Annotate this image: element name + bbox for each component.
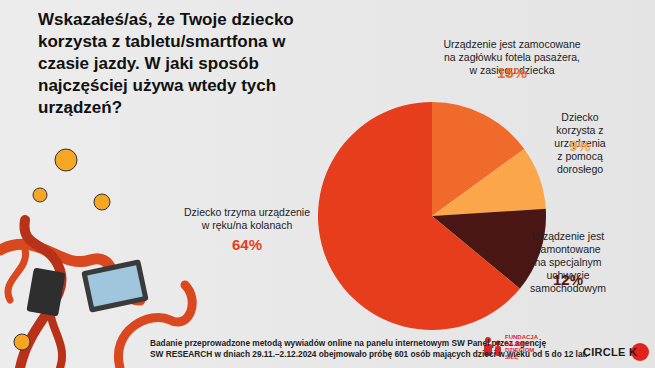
title: Wskazałeś/aś, że Twoje dziecko korzysta … [38, 9, 294, 119]
emoji [33, 188, 47, 202]
decoration [0, 149, 192, 368]
emoji [55, 149, 77, 171]
pie-slice [432, 149, 546, 216]
tentacle [8, 250, 26, 300]
data-label: 15% [497, 64, 527, 81]
data-label: 9% [569, 137, 591, 154]
emoji [94, 194, 110, 210]
logo-text: CIRCLE K [583, 346, 637, 358]
emoji [14, 334, 30, 350]
data-label: 64% [232, 236, 262, 253]
laptop [81, 259, 148, 313]
pie-slice [318, 102, 520, 330]
pie [318, 102, 546, 330]
data-label: 12% [553, 271, 583, 288]
tablet [26, 268, 65, 317]
logo-text: FUNDACJA DAJEMY DZIECIOM SIŁĘ [505, 334, 538, 360]
stage: Wskazałeś/aś, że Twoje dziecko korzysta … [0, 0, 655, 368]
laptop-screen [87, 265, 143, 307]
slice-label: Dziecko trzyma urządzenie w ręku/na kola… [184, 206, 310, 232]
